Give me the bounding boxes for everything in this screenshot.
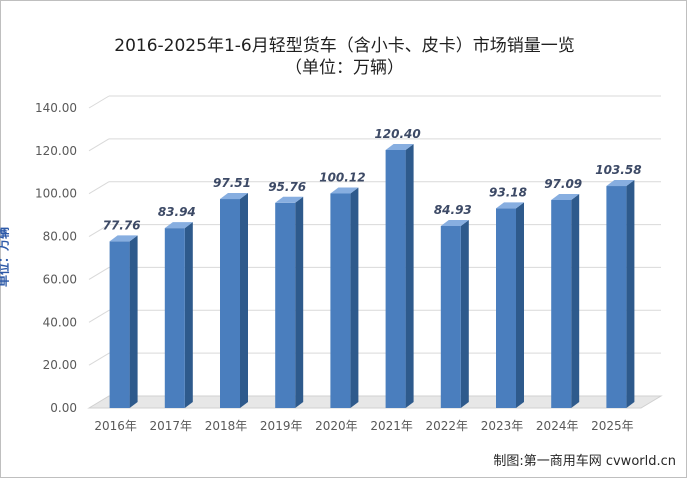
- x-tick-label: 2022年: [426, 419, 469, 433]
- x-tick-label: 2021年: [370, 419, 413, 433]
- y-tick-label: 100.00: [35, 187, 77, 201]
- bar-side: [350, 187, 359, 408]
- bar-top: [164, 222, 193, 229]
- data-label: 93.18: [489, 185, 527, 199]
- gridline-depth: [88, 181, 110, 195]
- gridline-depth: [88, 352, 110, 366]
- bar-side: [129, 235, 138, 408]
- bar: [385, 150, 406, 408]
- data-label: 84.93: [434, 203, 472, 217]
- data-label: 100.12: [319, 170, 365, 184]
- bar: [496, 208, 516, 408]
- credit-text: 制图:第一商用车网 cvworld.cn: [493, 454, 676, 469]
- y-tick-label: 0.00: [50, 401, 77, 415]
- gridline-depth: [88, 95, 110, 109]
- bar-top: [275, 196, 304, 203]
- bar: [164, 228, 185, 408]
- y-tick-label: 120.00: [35, 144, 77, 158]
- x-tick-label: 2018年: [205, 419, 248, 433]
- data-label: 83.94: [158, 205, 196, 219]
- y-tick-label: 140.00: [35, 101, 77, 115]
- x-tick-label: 2016年: [94, 419, 137, 433]
- bar-top: [606, 180, 635, 187]
- bar: [606, 186, 627, 408]
- bar: [551, 199, 572, 408]
- bar-side: [516, 202, 524, 408]
- bar: [330, 193, 351, 408]
- data-label: 103.58: [595, 163, 641, 177]
- x-tick-label: 2017年: [150, 419, 193, 433]
- y-tick-label: 40.00: [43, 315, 77, 329]
- bar-top: [440, 220, 469, 227]
- bar: [220, 199, 240, 408]
- bar-top: [551, 193, 580, 200]
- data-label: 120.40: [374, 127, 420, 141]
- bar-top: [385, 144, 414, 150]
- bar-side: [184, 222, 193, 408]
- gridline-depth: [88, 309, 110, 323]
- bar-side: [460, 220, 469, 408]
- bar: [275, 202, 296, 408]
- gridline-depth: [88, 224, 110, 238]
- x-tick-label: 2023年: [481, 419, 524, 433]
- bar-side: [240, 193, 248, 408]
- data-label: 97.51: [213, 176, 251, 190]
- x-tick-label: 2024年: [536, 419, 579, 433]
- bar: [440, 226, 461, 408]
- x-tick-label: 2019年: [260, 419, 303, 433]
- gridline-depth: [88, 138, 110, 152]
- bar-side: [571, 193, 580, 408]
- x-tick-label: 2020年: [315, 419, 358, 433]
- chart-title: 2016-2025年1-6月轻型货车（含小卡、皮卡）市场销量一览: [114, 36, 575, 56]
- bar-side: [626, 180, 635, 408]
- data-label: 77.76: [103, 218, 141, 232]
- bar: [109, 241, 130, 408]
- bar-top: [496, 202, 524, 209]
- y-tick-label: 80.00: [43, 230, 77, 244]
- data-label: 95.76: [268, 180, 306, 194]
- data-label: 97.09: [544, 177, 582, 191]
- bar-side: [405, 144, 414, 408]
- bar-top: [109, 235, 138, 242]
- y-tick-label: 20.00: [43, 358, 77, 372]
- chart-subtitle: （单位：万辆）: [285, 58, 404, 78]
- bar-top: [330, 187, 359, 194]
- x-tick-label: 2025年: [591, 419, 634, 433]
- y-tick-label: 60.00: [43, 272, 77, 286]
- bar-side: [295, 196, 304, 408]
- gridline-depth: [88, 266, 110, 280]
- bar-top: [220, 193, 248, 200]
